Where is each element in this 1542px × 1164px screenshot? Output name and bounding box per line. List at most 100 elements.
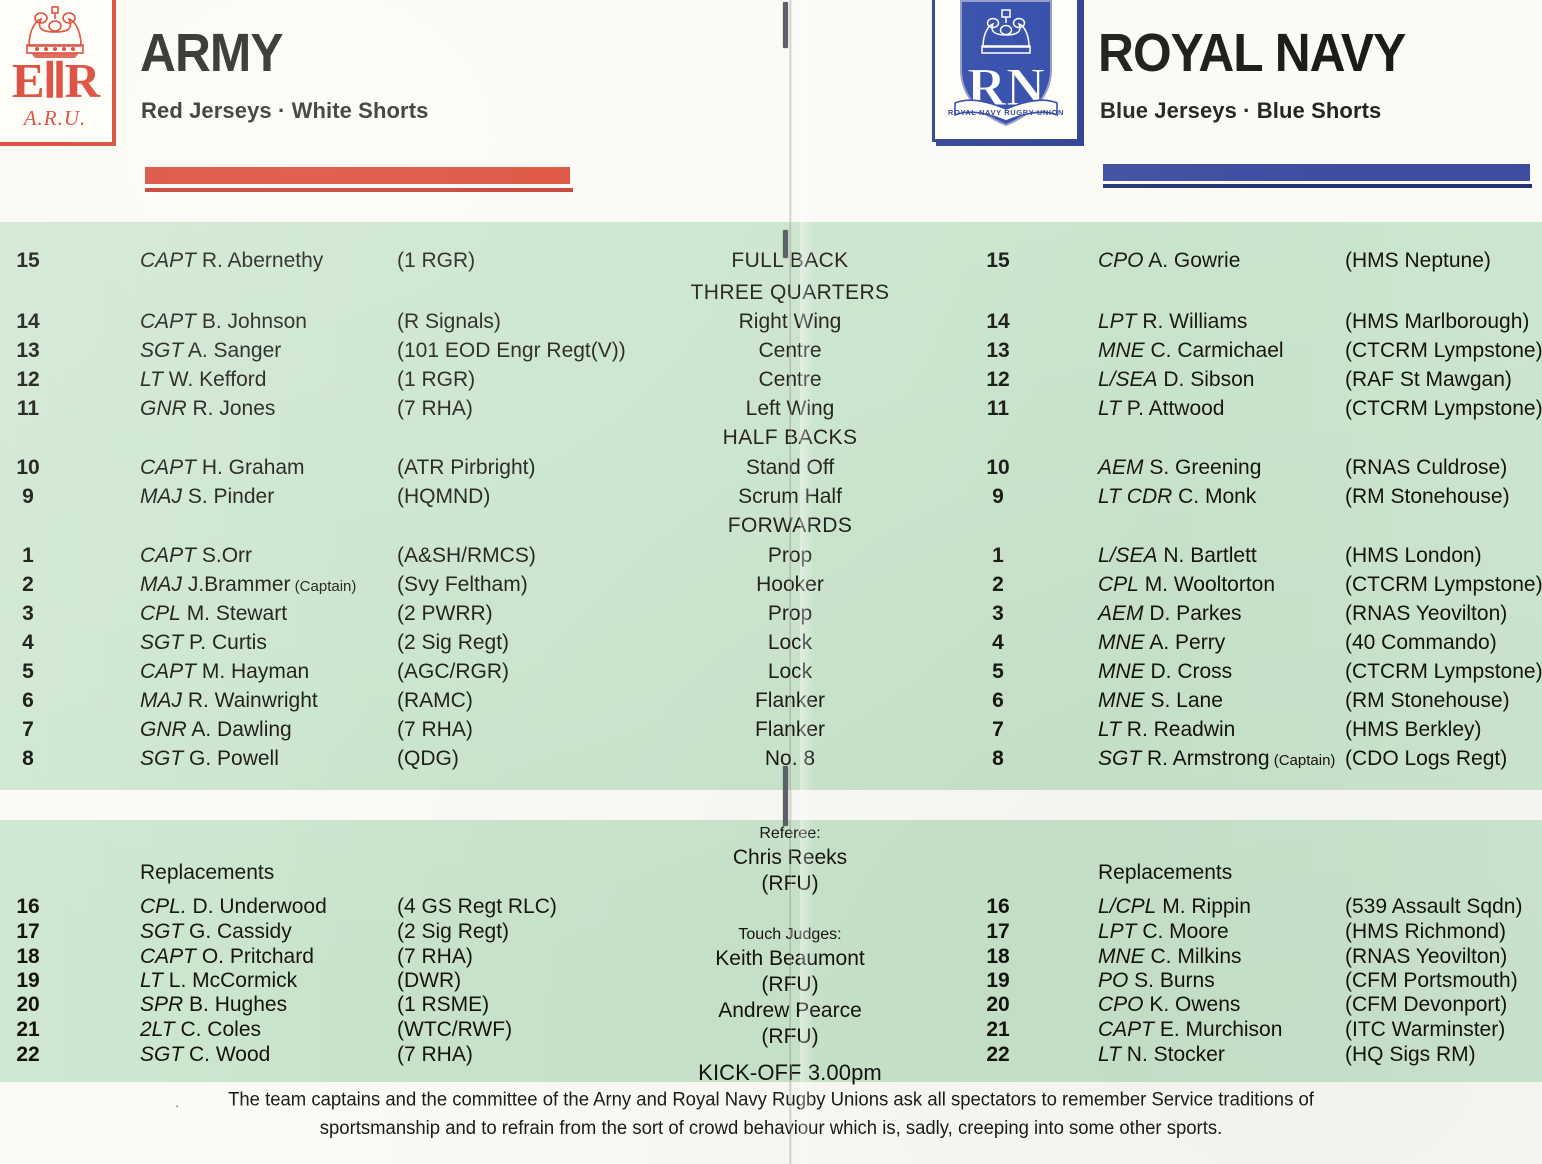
shirt-number: 8 [22, 747, 34, 770]
player-unit: (CTCRM Lympstone) [1345, 660, 1542, 683]
shirt-number: 16 [16, 895, 40, 918]
shirt-number: 22 [16, 1043, 40, 1066]
player-rank: L/CPL [1098, 895, 1157, 918]
teams-header: EⅡR A.R.U. ARMY Red Jerseys · White Shor… [0, 0, 1542, 222]
shirt-number: 21 [16, 1018, 40, 1041]
player-rank: CAPT [140, 945, 197, 968]
player-rank: LT CDR [1098, 485, 1173, 508]
list-item: 20 SPR B. Hughes (1 RSME) [0, 990, 1542, 1019]
player-rank: LT [1098, 718, 1121, 741]
player-rank: CAPT [140, 660, 197, 683]
navy-crest-scroll-text: ROYAL NAVY RUGBY UNION [947, 108, 1065, 117]
referee-name: Chris Reeks [732, 846, 848, 869]
player-name: MNE A. Perry [1098, 631, 1226, 654]
player-name: CPL M. Wooltorton [1098, 573, 1276, 596]
starting-xv-panel: FULL BACK THREE QUARTERS Right Wing Centre C… [0, 222, 1542, 790]
table-row: 4 MNE A. Perry (40 Commando) [0, 628, 1542, 657]
player-rank: LT [1098, 1043, 1121, 1066]
table-row: 14 CAPT B. Johnson (R Signals) [0, 307, 1542, 336]
player-unit: (HQ Sigs RM) [1345, 1043, 1476, 1066]
player-name: AEM S. Greening [1098, 456, 1262, 479]
table-row: 4 SGT P. Curtis (2 Sig Regt) [0, 628, 1542, 657]
position-label: Left Wing [745, 397, 835, 420]
player-rank: AEM [1098, 456, 1144, 479]
shirt-number: 3 [992, 602, 1004, 625]
player-unit: (1 RSME) [397, 993, 490, 1016]
shirt-number: 6 [992, 689, 1004, 712]
table-row: 15 CAPT R. Abernethy (1 RGR) [0, 246, 1542, 275]
navy-team-name: ROYAL NAVY [1098, 23, 1406, 83]
player-unit: (7 RHA) [397, 1043, 473, 1066]
army-replacements-title: Replacements [140, 861, 275, 884]
shirt-number: 15 [16, 249, 40, 272]
player-rank: MNE [1098, 660, 1145, 683]
table-row: 5 MNE D. Cross (CTCRM Lympstone) [0, 657, 1542, 686]
list-item: 17 SGT G. Cassidy (2 Sig Regt) [0, 917, 1542, 946]
spectator-notice-line-1: The team captains and the committee of t… [228, 1087, 1314, 1110]
player-unit: (RNAS Culdrose) [1345, 456, 1508, 479]
player-rank: CPO [1098, 249, 1144, 272]
staple [783, 766, 788, 826]
position-label: Scrum Half [738, 485, 842, 508]
player-rank: SPR [140, 993, 184, 1016]
table-row: 7 LT R. Readwin (HMS Berkley) [0, 715, 1542, 744]
player-rank: LT [1098, 397, 1121, 420]
player-rank: SGT [140, 920, 184, 943]
match-officials: Referee: Chris Reeks (RFU) Touch Judges:… [640, 822, 940, 1088]
list-item: 21 CAPT E. Murchison (ITC Warminster) [0, 1015, 1542, 1044]
navy-accent-bar [1103, 164, 1530, 181]
list-item: 20 CPO K. Owens (CFM Devonport) [0, 990, 1542, 1019]
player-name: LT N. Stocker [1098, 1043, 1225, 1066]
shirt-number: 11 [986, 397, 1010, 420]
player-name: MNE C. Milkins [1098, 945, 1242, 968]
player-name: MNE D. Cross [1098, 660, 1233, 683]
table-row: 8 SGT R. Armstrong (Captain) (CDO Logs Reg… [0, 744, 1542, 773]
player-unit: (RM Stonehouse) [1345, 485, 1510, 508]
player-unit: (ATR Pirbright) [397, 456, 536, 479]
player-rank: CAPT [140, 249, 197, 272]
player-name: L/SEA D. Sibson [1098, 368, 1255, 391]
player-unit: (DWR) [397, 969, 462, 992]
player-name: CAPT E. Murchison [1098, 1018, 1283, 1041]
player-unit: (4 GS Regt RLC) [397, 895, 557, 918]
player-name: CPL M. Stewart [140, 602, 288, 625]
player-name: CAPT R. Abernethy [140, 249, 324, 272]
player-unit: (Svy Feltham) [397, 573, 528, 596]
position-label: Stand Off [745, 456, 835, 479]
player-rank: SGT [140, 747, 184, 770]
table-row: 2 CPL M. Wooltorton (CTCRM Lympstone) [0, 570, 1542, 599]
player-name: CPO K. Owens [1098, 993, 1241, 1016]
player-name: MAJ R. Wainwright [140, 689, 318, 712]
shirt-number: 7 [22, 718, 34, 741]
list-item: 17 LPT C. Moore (HMS Richmond) [0, 917, 1542, 946]
table-row: 13 SGT A. Sanger (101 EOD Engr Regt(V)) [0, 336, 1542, 365]
player-rank: MAJ [140, 485, 182, 508]
player-unit: (HMS Richmond) [1345, 920, 1507, 943]
player-unit: (CTCRM Lympstone) [1345, 397, 1542, 420]
player-unit: (HMS London) [1345, 544, 1482, 567]
player-unit: (A&SH/RMCS) [397, 544, 536, 567]
player-name: LPT C. Moore [1098, 920, 1229, 943]
position-label: Flanker [754, 689, 826, 712]
player-name: L/CPL M. Rippin [1098, 895, 1251, 918]
royal-navy-rugby-union-crest: RN ROYAL NAVY RUGBY UNION [932, 0, 1080, 142]
player-unit: (101 EOD Engr Regt(V)) [397, 339, 626, 362]
shirt-number: 11 [16, 397, 40, 420]
shirt-number: 19 [986, 969, 1010, 992]
table-row: 8 SGT G. Powell (QDG) [0, 744, 1542, 773]
player-rank: L/SEA [1098, 544, 1158, 567]
player-rank: CAPT [140, 544, 197, 567]
player-unit: (WTC/RWF) [397, 1018, 513, 1041]
player-rank: LT [140, 969, 163, 992]
list-item: 22 SGT C. Wood (7 RHA) [0, 1040, 1542, 1069]
shirt-number: 4 [992, 631, 1004, 654]
position-group-heading: FORWARDS [727, 514, 853, 537]
player-rank: MAJ [140, 573, 182, 596]
captain-marker: (Captain) [290, 578, 357, 595]
footer-bullet: · [175, 1098, 180, 1113]
position-label: Centre [758, 339, 822, 362]
player-rank: SGT [140, 631, 184, 654]
navy-accent-rule [1103, 184, 1532, 188]
player-name: MNE S. Lane [1098, 689, 1223, 712]
player-name: CPO A. Gowrie [1098, 249, 1241, 272]
